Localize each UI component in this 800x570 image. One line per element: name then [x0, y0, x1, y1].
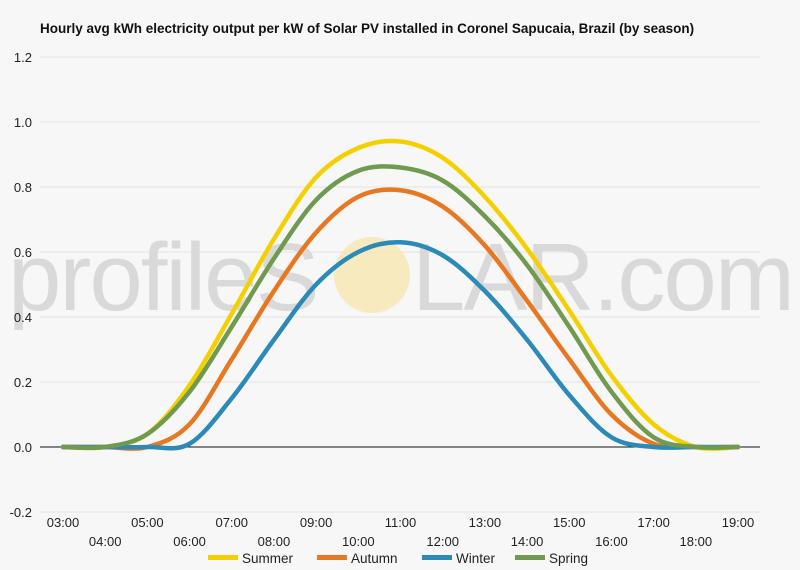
x-tick-label: 15:00 — [553, 515, 586, 530]
x-tick-label: 12:00 — [426, 534, 459, 549]
x-tick-label: 05:00 — [131, 515, 164, 530]
legend-swatch-summer — [208, 555, 238, 560]
legend-label-winter: Winter — [456, 551, 496, 566]
legend-label-summer: Summer — [242, 551, 294, 566]
y-tick-label: 0.0 — [14, 440, 32, 455]
x-tick-label: 17:00 — [637, 515, 670, 530]
x-tick-label: 14:00 — [511, 534, 544, 549]
x-axis: 03:00 04:00 05:00 06:00 07:00 08:00 09:00 10:00… — [47, 515, 755, 549]
y-tick-label: 0.4 — [14, 310, 32, 325]
legend-swatch-autumn — [317, 555, 347, 560]
y-tick-label: 1.2 — [14, 50, 32, 65]
y-axis: 1.2 1.0 0.8 0.6 0.4 0.2 0.0 -0.2 — [10, 50, 32, 520]
watermark-text-right: LAR.com — [412, 224, 793, 331]
x-tick-label: 03:00 — [47, 515, 80, 530]
x-tick-label: 16:00 — [595, 534, 628, 549]
x-tick-label: 19:00 — [722, 515, 755, 530]
legend: Summer Autumn Winter Spring — [208, 551, 588, 566]
series-line-autumn — [60, 187, 741, 451]
x-tick-label: 18:00 — [680, 534, 713, 549]
watermark-text-left: profileS — [8, 224, 318, 331]
x-tick-label: 11:00 — [385, 515, 417, 530]
series-line-summer — [60, 138, 741, 451]
series-line-spring — [60, 164, 741, 451]
x-tick-label: 10:00 — [342, 534, 375, 549]
y-tick-label: 0.8 — [14, 180, 32, 195]
y-tick-label: 1.0 — [14, 115, 32, 130]
x-tick-label: 07:00 — [215, 515, 248, 530]
series-line-winter — [60, 239, 741, 451]
legend-label-spring: Spring — [549, 551, 588, 566]
y-tick-label: 0.6 — [14, 245, 32, 260]
legend-swatch-winter — [422, 555, 452, 560]
legend-swatch-spring — [515, 555, 545, 560]
y-tick-label: 0.2 — [14, 375, 32, 390]
legend-label-autumn: Autumn — [351, 551, 398, 566]
x-tick-label: 08:00 — [258, 534, 291, 549]
watermark: profileS LAR.com — [8, 224, 795, 331]
y-tick-label: -0.2 — [10, 505, 32, 520]
series-group — [60, 138, 741, 451]
x-tick-label: 09:00 — [300, 515, 333, 530]
x-tick-label: 13:00 — [469, 515, 502, 530]
x-tick-label: 06:00 — [173, 534, 206, 549]
chart-title: Hourly avg kWh electricity output per kW… — [40, 21, 694, 36]
x-tick-label: 04:00 — [89, 534, 122, 549]
